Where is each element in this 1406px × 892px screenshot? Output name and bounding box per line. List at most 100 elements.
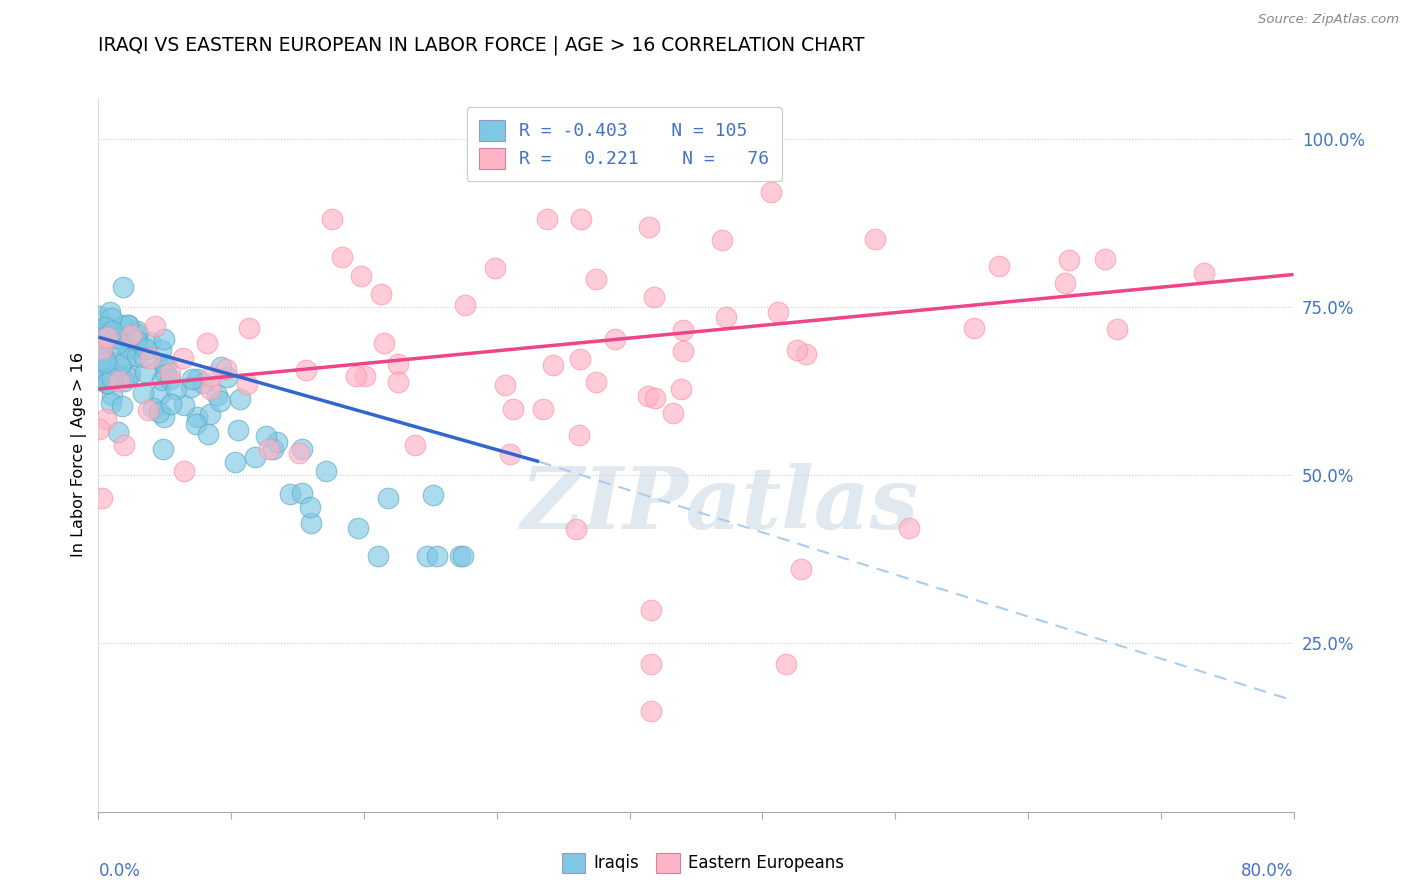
Point bbox=[87, 421, 110, 435]
Point bbox=[117, 318, 139, 332]
Point bbox=[138, 334, 160, 349]
Point bbox=[330, 250, 353, 264]
Point bbox=[197, 427, 219, 442]
Point bbox=[416, 549, 439, 563]
Point bbox=[155, 358, 177, 372]
Point bbox=[115, 351, 138, 365]
Point bbox=[495, 378, 517, 392]
Point bbox=[125, 333, 148, 347]
Point bbox=[349, 268, 371, 283]
Point bbox=[96, 376, 118, 390]
Point bbox=[87, 337, 110, 351]
Point bbox=[451, 549, 474, 563]
Text: ZIPatlas: ZIPatlas bbox=[520, 463, 920, 547]
Point bbox=[97, 356, 120, 370]
Point bbox=[112, 374, 135, 388]
Point bbox=[111, 399, 134, 413]
Point bbox=[98, 370, 121, 384]
Point bbox=[120, 328, 142, 343]
Point bbox=[94, 412, 117, 426]
Point bbox=[89, 327, 111, 342]
Point bbox=[105, 361, 128, 376]
Point bbox=[93, 355, 115, 369]
Point bbox=[346, 368, 368, 383]
Point bbox=[96, 376, 118, 390]
Point bbox=[93, 362, 115, 376]
Point bbox=[262, 442, 284, 456]
Point bbox=[112, 437, 135, 451]
Point bbox=[484, 261, 506, 276]
Point bbox=[498, 447, 520, 461]
Point bbox=[100, 388, 122, 402]
Point bbox=[181, 371, 204, 385]
Point bbox=[205, 388, 228, 402]
Point bbox=[143, 319, 166, 334]
Point bbox=[131, 386, 153, 401]
Point bbox=[243, 450, 266, 464]
Point bbox=[294, 362, 316, 376]
Point bbox=[672, 344, 695, 359]
Point bbox=[108, 374, 131, 388]
Point bbox=[224, 455, 246, 469]
Point bbox=[90, 373, 112, 387]
Point bbox=[96, 329, 118, 343]
Point bbox=[387, 357, 409, 371]
Point bbox=[186, 372, 208, 386]
Text: IRAQI VS EASTERN EUROPEAN IN LABOR FORCE | AGE > 16 CORRELATION CHART: IRAQI VS EASTERN EUROPEAN IN LABOR FORCE… bbox=[98, 36, 865, 55]
Point bbox=[1105, 322, 1128, 336]
Point bbox=[200, 369, 222, 384]
Point bbox=[200, 408, 222, 422]
Point bbox=[138, 351, 160, 365]
Text: Source: ZipAtlas.com: Source: ZipAtlas.com bbox=[1258, 13, 1399, 27]
Point bbox=[148, 405, 170, 419]
Point bbox=[315, 464, 337, 478]
Point bbox=[238, 320, 260, 334]
Point bbox=[370, 287, 392, 301]
Point bbox=[373, 336, 395, 351]
Legend: Iraqis, Eastern Europeans: Iraqis, Eastern Europeans bbox=[555, 847, 851, 880]
Point bbox=[543, 358, 565, 372]
Point bbox=[89, 331, 111, 345]
Point bbox=[768, 304, 790, 318]
Point bbox=[1192, 266, 1215, 280]
Point bbox=[254, 429, 277, 443]
Point bbox=[278, 487, 301, 501]
Point bbox=[229, 392, 252, 406]
Point bbox=[111, 331, 134, 345]
Point bbox=[149, 387, 172, 401]
Point bbox=[97, 327, 120, 342]
Point bbox=[100, 396, 122, 410]
Point bbox=[299, 516, 322, 531]
Point bbox=[235, 377, 257, 392]
Point bbox=[759, 186, 782, 200]
Point bbox=[347, 521, 370, 535]
Point bbox=[215, 362, 238, 376]
Point bbox=[1059, 252, 1081, 267]
Point bbox=[91, 344, 114, 359]
Point bbox=[165, 382, 187, 396]
Text: 0.0%: 0.0% bbox=[98, 863, 141, 880]
Point bbox=[288, 446, 311, 460]
Point bbox=[87, 343, 110, 358]
Y-axis label: In Labor Force | Age > 16: In Labor Force | Age > 16 bbox=[72, 352, 87, 558]
Point bbox=[108, 358, 131, 372]
Legend: R = -0.403    N = 105, R =   0.221    N =   76: R = -0.403 N = 105, R = 0.221 N = 76 bbox=[467, 107, 782, 181]
Point bbox=[404, 438, 426, 452]
Point bbox=[125, 324, 148, 338]
Point bbox=[153, 332, 176, 346]
Point bbox=[640, 657, 662, 671]
Point bbox=[173, 398, 195, 412]
Point bbox=[208, 393, 231, 408]
Point bbox=[536, 212, 558, 227]
Point bbox=[186, 409, 208, 424]
Point bbox=[603, 332, 626, 346]
Point bbox=[569, 351, 592, 366]
Point bbox=[638, 219, 661, 234]
Point bbox=[94, 335, 117, 350]
Point bbox=[111, 318, 134, 333]
Point bbox=[266, 434, 288, 449]
Point bbox=[291, 486, 314, 500]
Text: 80.0%: 80.0% bbox=[1241, 863, 1294, 880]
Point bbox=[117, 343, 139, 357]
Point bbox=[135, 343, 157, 357]
